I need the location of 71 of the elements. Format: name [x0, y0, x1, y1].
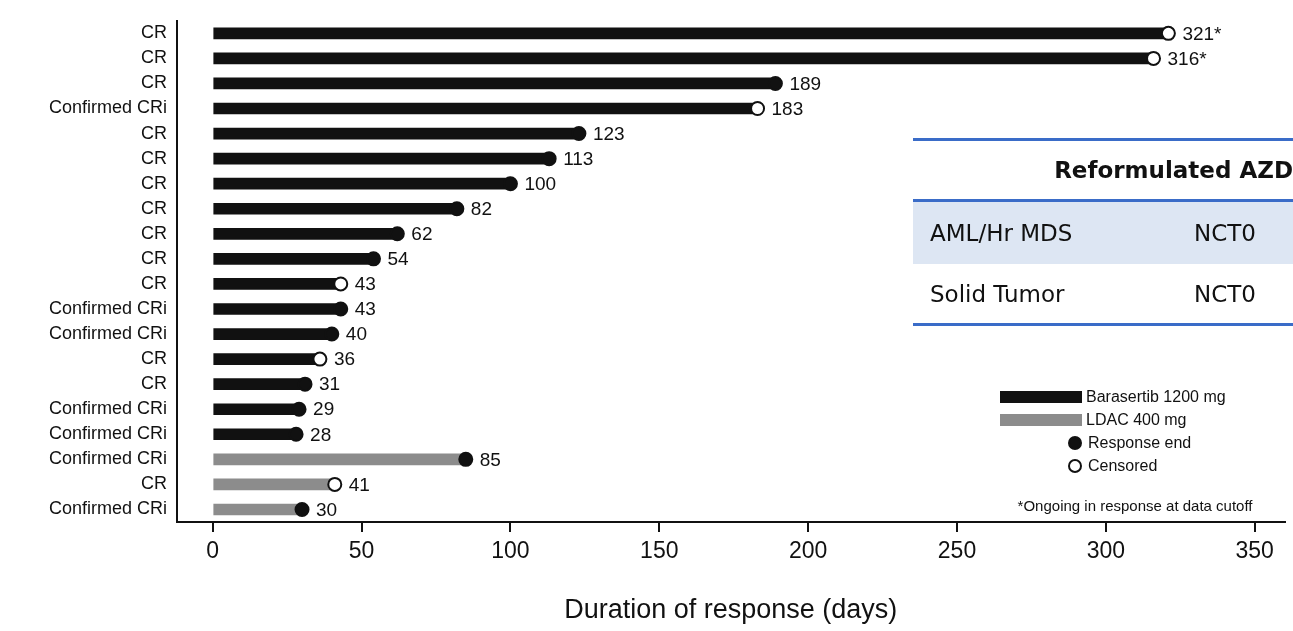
y-tick-label: Confirmed CRi	[48, 297, 167, 318]
x-tick-label: 50	[348, 537, 375, 564]
annotation: Reformulated AZD	[913, 138, 1293, 202]
data-label: 113	[563, 147, 594, 169]
y-tick-label: Confirmed CRi	[48, 448, 167, 469]
data-label: 183	[771, 97, 804, 119]
y-tick-label: CR	[141, 222, 167, 243]
data-label: 189	[789, 72, 822, 94]
y-tick-label: CR	[141, 247, 167, 268]
y-tick-label: CR	[141, 147, 167, 168]
y-tick-label: CR	[141, 373, 167, 394]
x-tick-label: 300	[1086, 537, 1126, 564]
y-tick-label: Confirmed CRi	[48, 398, 167, 419]
data-label: 36	[333, 348, 356, 370]
data-label: 43	[354, 273, 376, 295]
annotation: NCT0	[1193, 220, 1256, 246]
data-label: 29	[313, 398, 335, 420]
annotation: *Ongoing in response at data cutoff	[1017, 497, 1254, 515]
annotation: AML/Hr MDS	[929, 220, 1074, 246]
y-tick-label: Confirmed CRi	[48, 97, 167, 118]
legend-label: LDAC 400 mg	[1086, 410, 1187, 430]
data-label: 123	[592, 122, 625, 144]
point	[1160, 25, 1176, 41]
data-label: 30	[316, 498, 338, 520]
data-label: 43	[354, 298, 376, 320]
data-label: 40	[345, 323, 367, 345]
data-label: 316*	[1167, 47, 1208, 69]
point	[294, 501, 310, 517]
y-tick-label: CR	[141, 47, 167, 68]
point	[1146, 50, 1162, 66]
data-label: 100	[524, 172, 557, 194]
point	[449, 201, 465, 217]
data-label: 31	[319, 373, 341, 395]
annotation: NCT0	[1193, 280, 1256, 307]
point	[750, 101, 766, 117]
legend-label: Censored	[1088, 456, 1158, 476]
point	[333, 276, 349, 292]
y-tick-label: Confirmed CRi	[48, 423, 167, 444]
legend-label: Response end	[1088, 433, 1192, 453]
y-tick-label: CR	[141, 473, 167, 494]
y-tick-label: CR	[141, 72, 167, 93]
x-axis-title: Duration of response (days)	[564, 594, 898, 625]
point	[327, 476, 343, 492]
legend-label: Barasertib 1200 mg	[1086, 387, 1226, 407]
y-tick-label: CR	[141, 348, 167, 369]
annotation: Solid Tumor	[929, 280, 1066, 307]
x-tick-label: 250	[937, 537, 977, 564]
point	[312, 351, 328, 367]
data-label: 62	[411, 223, 433, 245]
x-tick-label: 350	[1235, 537, 1274, 564]
x-tick-label: 150	[640, 537, 679, 564]
x-tick-label: 100	[491, 537, 530, 564]
point	[297, 376, 313, 392]
x-tick-label: 0	[206, 537, 220, 564]
point	[333, 301, 349, 317]
data-label: 321*	[1182, 22, 1223, 44]
y-tick-label: CR	[141, 272, 167, 293]
y-tick-label: CR	[141, 122, 167, 143]
data-label: 82	[470, 197, 492, 219]
data-label: 85	[479, 448, 501, 470]
point	[324, 326, 340, 342]
y-tick-label: CR	[141, 197, 167, 218]
y-tick-label: Confirmed CRi	[48, 323, 167, 344]
data-label: 54	[387, 248, 410, 270]
y-tick-label: CR	[141, 22, 167, 43]
data-label: 28	[310, 423, 332, 445]
x-tick-label: 200	[788, 537, 828, 564]
data-label: 41	[348, 473, 370, 495]
y-tick-label: Confirmed CRi	[48, 498, 167, 519]
y-tick-label: CR	[141, 172, 167, 193]
point	[458, 451, 474, 467]
